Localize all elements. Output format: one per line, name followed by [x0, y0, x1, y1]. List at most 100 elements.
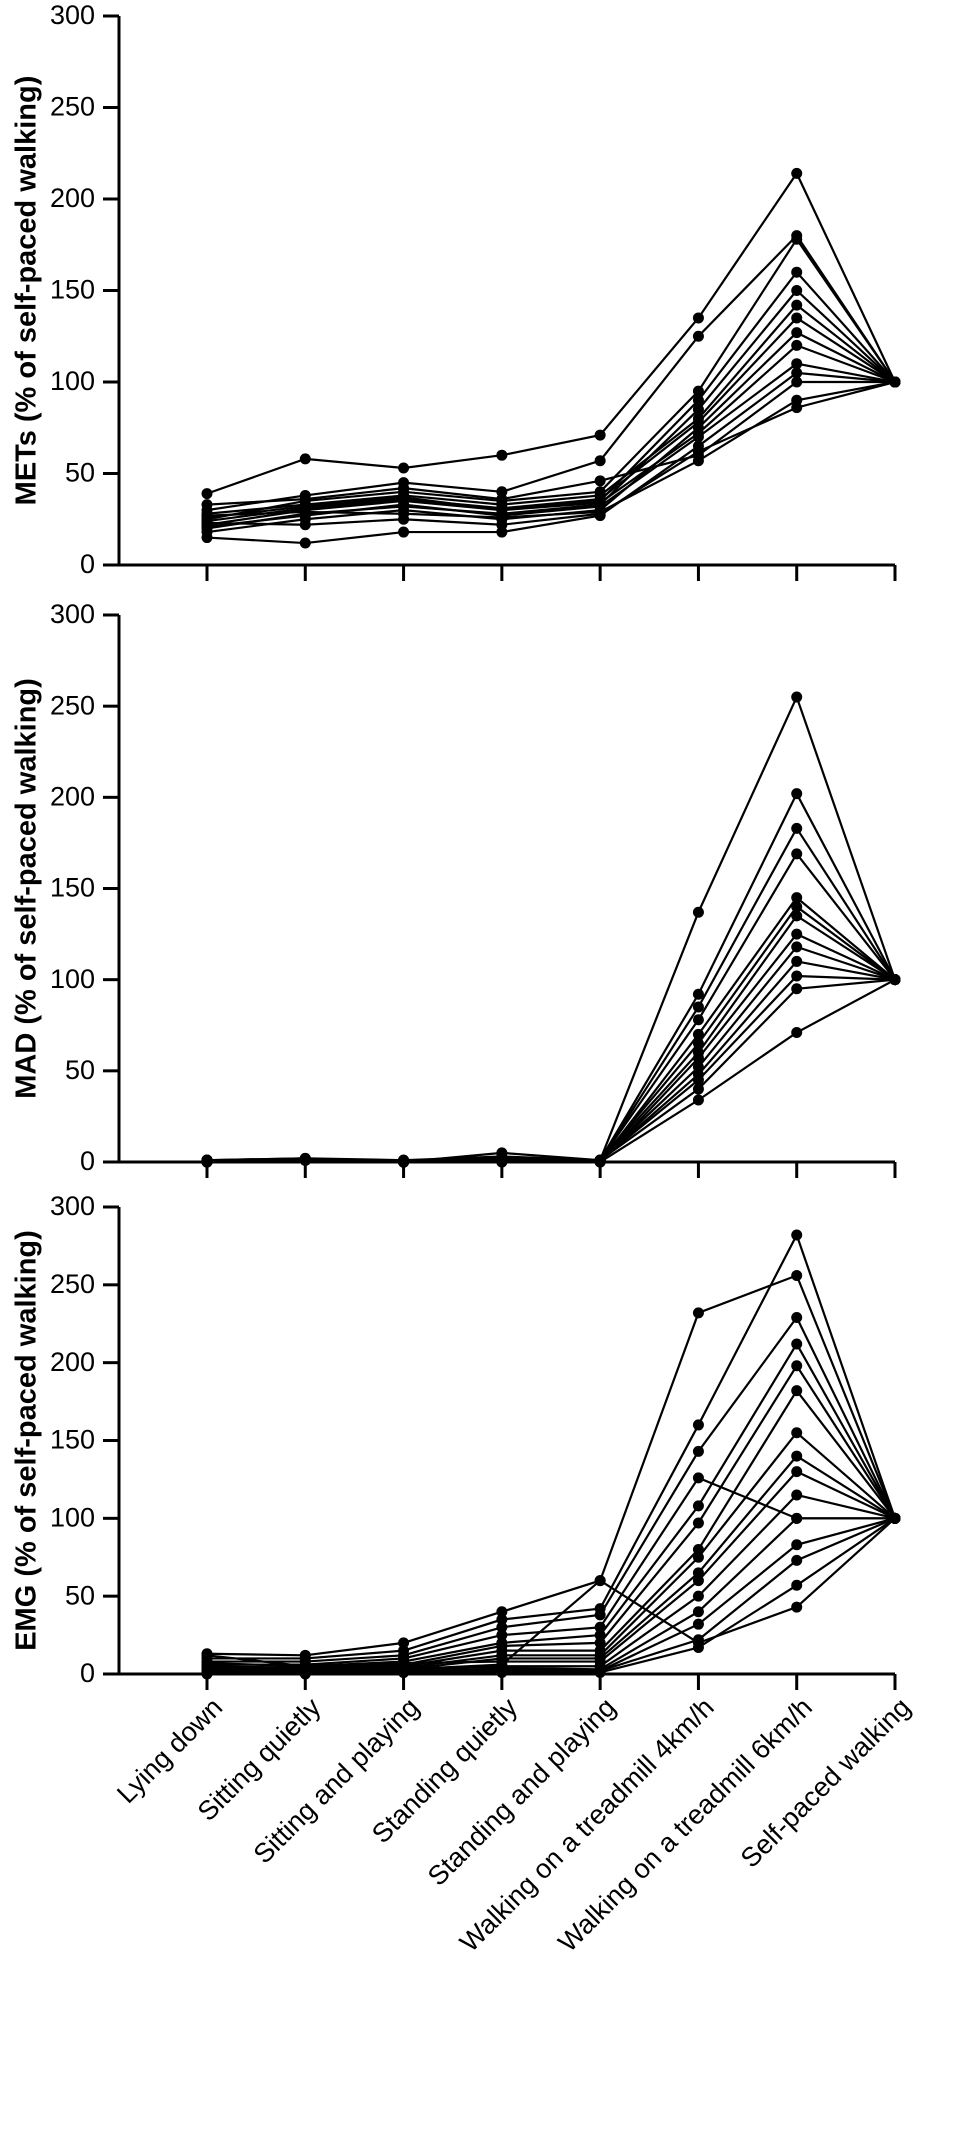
series-group [201, 167, 901, 549]
series-line [206, 237, 896, 521]
data-point [299, 506, 311, 518]
data-point [398, 1637, 410, 1649]
data-point [496, 1606, 508, 1618]
data-point [299, 1665, 311, 1677]
y-tick-label: 150 [50, 275, 95, 305]
series-line [206, 1363, 896, 1669]
series-line [206, 171, 896, 495]
series-line [206, 362, 896, 528]
data-point [201, 1649, 213, 1661]
data-point [594, 475, 606, 487]
data-point [692, 1083, 704, 1095]
data-point [594, 1575, 606, 1587]
data-point [692, 1637, 704, 1649]
data-point [496, 493, 508, 505]
data-point [299, 519, 311, 531]
series-line [207, 1517, 896, 1676]
series-line [207, 1476, 895, 1666]
series-line [206, 371, 896, 545]
data-point [791, 1360, 803, 1372]
series-line [207, 978, 896, 1164]
data-point [496, 519, 508, 531]
y-tick-label: 100 [50, 964, 95, 994]
data-point [692, 1606, 704, 1618]
data-point [692, 455, 704, 467]
series-line [206, 380, 896, 526]
data-point [692, 1517, 704, 1529]
data-point [496, 1614, 508, 1626]
y-tick-label: 0 [80, 1146, 95, 1176]
data-point [692, 431, 704, 443]
data-point [791, 1489, 803, 1501]
data-point [594, 1637, 606, 1649]
data-point [791, 1450, 803, 1462]
data-point [201, 532, 213, 544]
data-point [692, 403, 704, 415]
data-point [398, 1663, 410, 1675]
y-tick-label: 50 [65, 458, 95, 488]
data-point [791, 1312, 803, 1324]
series-line [207, 1517, 896, 1674]
series-line [206, 344, 896, 519]
data-point [791, 848, 803, 860]
data-point [692, 1500, 704, 1512]
data-point [692, 312, 704, 324]
y-tick-label: 50 [65, 1580, 95, 1610]
data-point [496, 1154, 508, 1166]
data-point [692, 1590, 704, 1602]
x-tick-label: Self-paced walking [735, 1692, 916, 1873]
data-point [398, 513, 410, 525]
y-tick-label: 300 [50, 0, 95, 30]
y-tick-label: 300 [50, 599, 95, 629]
data-point [791, 1466, 803, 1478]
y-tick-label: 0 [80, 549, 95, 579]
series-line [206, 1431, 896, 1672]
data-point [791, 299, 803, 311]
data-point [692, 1307, 704, 1319]
data-point [692, 1472, 704, 1484]
y-tick-label: 300 [50, 1191, 95, 1221]
data-point [299, 537, 311, 549]
data-point [889, 1512, 901, 1524]
y-tick-label: 0 [80, 1658, 95, 1688]
data-point [791, 167, 803, 179]
data-point [791, 1539, 803, 1551]
data-point [791, 1338, 803, 1350]
y-tick-label: 200 [50, 183, 95, 213]
y-tick-label: 250 [50, 92, 95, 122]
data-point [692, 1445, 704, 1457]
data-point [496, 449, 508, 461]
y-tick-label: 200 [50, 781, 95, 811]
y-tick-label: 50 [65, 1055, 95, 1085]
data-point [791, 1385, 803, 1397]
data-point [791, 376, 803, 388]
data-point [791, 901, 803, 913]
y-tick-label: 100 [50, 1502, 95, 1532]
series-line [207, 974, 896, 1164]
series-line [206, 316, 896, 523]
y-tick-label: 250 [50, 1269, 95, 1299]
data-point [692, 1052, 704, 1064]
data-point [594, 1609, 606, 1621]
series-line [207, 945, 896, 1164]
data-point [201, 1662, 213, 1674]
data-point [398, 526, 410, 538]
data-point [791, 955, 803, 967]
series-line [207, 1517, 895, 1671]
data-point [791, 1229, 803, 1241]
data-point [791, 402, 803, 414]
data-point [692, 988, 704, 1000]
data-point [692, 906, 704, 918]
data-point [692, 1014, 704, 1026]
data-point [889, 376, 901, 388]
data-point [791, 1027, 803, 1039]
data-point [791, 367, 803, 379]
data-point [692, 385, 704, 397]
series-line [207, 1315, 896, 1663]
data-point [791, 691, 803, 703]
series-line [206, 303, 896, 515]
data-point [201, 1154, 213, 1166]
y-tick-label: 150 [50, 873, 95, 903]
data-point [692, 1575, 704, 1587]
data-point [791, 339, 803, 351]
